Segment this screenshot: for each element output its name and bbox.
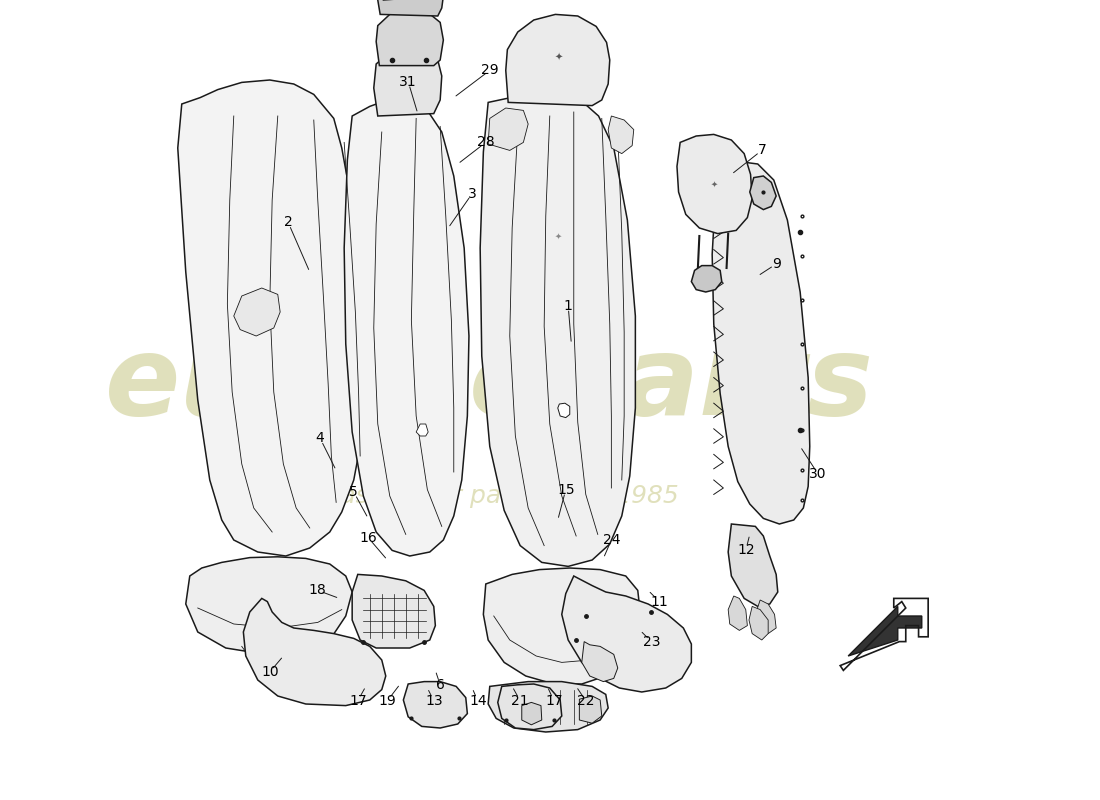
Text: 17: 17 <box>349 694 366 708</box>
Polygon shape <box>234 288 280 336</box>
Polygon shape <box>481 92 636 566</box>
Text: 13: 13 <box>425 694 442 708</box>
Polygon shape <box>712 162 810 524</box>
Text: 4: 4 <box>316 431 324 446</box>
Polygon shape <box>562 576 692 692</box>
Polygon shape <box>580 696 602 723</box>
Text: 14: 14 <box>469 694 486 708</box>
Polygon shape <box>582 642 618 682</box>
Polygon shape <box>416 424 428 436</box>
Text: 28: 28 <box>477 135 495 150</box>
Polygon shape <box>404 682 468 728</box>
Text: 12: 12 <box>737 543 755 558</box>
Text: 31: 31 <box>399 74 417 89</box>
Polygon shape <box>749 606 768 640</box>
Polygon shape <box>728 596 747 630</box>
Text: 11: 11 <box>650 594 668 609</box>
Polygon shape <box>376 10 443 66</box>
Polygon shape <box>506 14 609 106</box>
Text: 9: 9 <box>772 257 781 271</box>
Text: 21: 21 <box>512 694 529 708</box>
Text: 29: 29 <box>481 63 498 78</box>
Polygon shape <box>488 682 608 732</box>
Text: 18: 18 <box>309 583 327 598</box>
Text: 1: 1 <box>563 298 573 313</box>
Text: 30: 30 <box>808 466 826 481</box>
Text: 10: 10 <box>261 665 278 679</box>
Text: a passion for parts since 1985: a passion for parts since 1985 <box>301 484 679 508</box>
Polygon shape <box>243 598 386 706</box>
Polygon shape <box>488 108 528 150</box>
Polygon shape <box>676 134 752 234</box>
Text: europeparts: europeparts <box>106 330 875 438</box>
Text: 16: 16 <box>360 530 377 545</box>
Text: 6: 6 <box>436 678 444 692</box>
Polygon shape <box>750 176 777 210</box>
Polygon shape <box>728 524 778 606</box>
Polygon shape <box>558 403 570 418</box>
Polygon shape <box>352 574 436 648</box>
Text: 2: 2 <box>284 215 293 230</box>
Polygon shape <box>178 80 368 556</box>
Text: 17: 17 <box>544 694 562 708</box>
Polygon shape <box>483 568 640 684</box>
Text: 7: 7 <box>758 143 766 158</box>
Text: 5: 5 <box>350 485 359 499</box>
Polygon shape <box>756 600 777 634</box>
Polygon shape <box>608 116 634 154</box>
Text: 24: 24 <box>603 533 620 547</box>
Polygon shape <box>374 48 442 116</box>
Text: 23: 23 <box>642 634 660 649</box>
Polygon shape <box>521 702 542 725</box>
Text: 19: 19 <box>378 694 396 708</box>
Text: 3: 3 <box>468 186 476 201</box>
Polygon shape <box>377 0 443 16</box>
Text: ✦: ✦ <box>711 179 717 189</box>
Polygon shape <box>692 266 722 292</box>
Text: 22: 22 <box>578 694 594 708</box>
Text: ✦: ✦ <box>554 53 562 62</box>
Polygon shape <box>344 98 469 556</box>
Polygon shape <box>186 557 352 654</box>
Polygon shape <box>498 684 562 730</box>
Text: 15: 15 <box>557 482 574 497</box>
Polygon shape <box>848 606 922 656</box>
Text: ✦: ✦ <box>554 231 561 241</box>
